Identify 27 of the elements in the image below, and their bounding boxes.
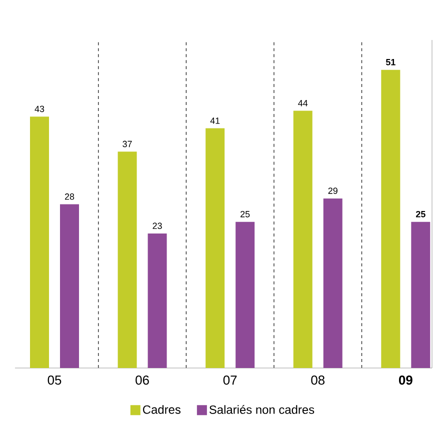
bar	[30, 116, 50, 368]
bar	[236, 222, 255, 368]
x-tick-label: 08	[311, 376, 325, 385]
bar	[118, 152, 137, 368]
data-label: 25	[416, 210, 426, 218]
x-tick-label: 07	[223, 376, 237, 385]
data-label: 28	[64, 193, 74, 200]
x-tick-label: 06	[136, 376, 149, 385]
bar	[411, 222, 430, 368]
bar	[293, 110, 312, 368]
data-label: 23	[152, 222, 162, 230]
bar	[381, 70, 400, 368]
bar	[206, 128, 225, 368]
data-label: 41	[210, 118, 220, 124]
legend-label: Salariés non cadres	[209, 404, 314, 414]
bar	[148, 234, 167, 368]
data-label: 37	[122, 140, 132, 148]
data-label: 29	[328, 188, 338, 194]
bar	[60, 204, 80, 368]
legend-label: Cadres	[143, 405, 181, 414]
bar	[323, 198, 342, 368]
x-tick-label: 09	[398, 376, 412, 385]
data-label: 51	[386, 59, 396, 66]
data-label: 25	[240, 210, 250, 218]
data-label: 43	[34, 106, 44, 112]
x-tick-label: 05	[48, 376, 62, 385]
data-label: 44	[298, 100, 308, 106]
